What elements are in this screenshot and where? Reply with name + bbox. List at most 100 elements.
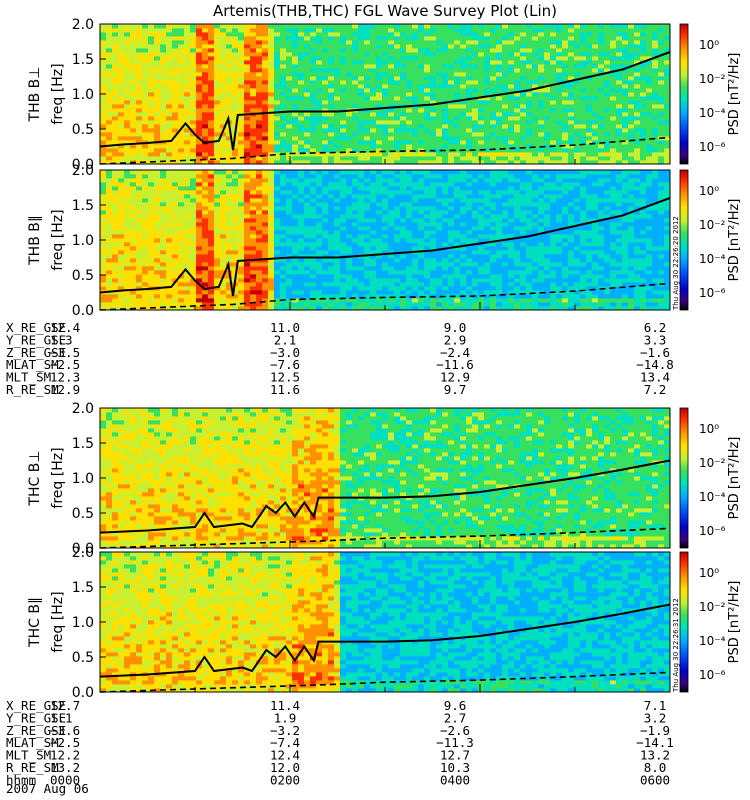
heatmap-cell [502, 28, 509, 33]
heatmap-cell [136, 262, 143, 267]
heatmap-cell [100, 28, 107, 33]
heatmap-cell [538, 104, 545, 109]
heatmap-cell [262, 294, 269, 299]
heatmap-cell [598, 156, 605, 161]
heatmap-cell [346, 274, 353, 279]
heatmap-cell [478, 140, 485, 145]
heatmap-cell [502, 160, 509, 165]
heatmap-cell [538, 24, 545, 29]
heatmap-cell [262, 76, 269, 81]
heatmap-cell [370, 132, 377, 137]
heatmap-cell [160, 152, 167, 157]
heatmap-cell [658, 48, 665, 53]
heatmap-cell [106, 294, 113, 299]
heatmap-cell [214, 84, 221, 89]
heatmap-cell [394, 68, 401, 73]
heatmap-cell [610, 104, 617, 109]
heatmap-cell [610, 76, 617, 81]
heatmap-cell [202, 60, 209, 65]
heatmap-cell [532, 32, 539, 37]
heatmap-cell [244, 254, 251, 259]
heatmap-cell [328, 262, 335, 267]
heatmap-cell [334, 198, 341, 203]
heatmap-cell [484, 128, 491, 133]
heatmap-cell [190, 226, 197, 231]
heatmap-cell [664, 84, 671, 89]
heatmap-cell [166, 242, 173, 247]
heatmap-cell [280, 112, 287, 117]
heatmap-cell [232, 92, 239, 97]
heatmap-cell [214, 214, 221, 219]
heatmap-cell [484, 92, 491, 97]
heatmap-cell [544, 128, 551, 133]
heatmap-cell [214, 258, 221, 263]
heatmap-cell [292, 182, 299, 187]
heatmap-cell [208, 124, 215, 129]
heatmap-cell [208, 306, 215, 311]
heatmap-cell [172, 222, 179, 227]
heatmap-cell [262, 226, 269, 231]
heatmap-cell [364, 156, 371, 161]
heatmap-cell [610, 64, 617, 69]
heatmap-cell [526, 156, 533, 161]
heatmap-cell [298, 152, 305, 157]
heatmap-cell [640, 52, 647, 57]
heatmap-cell [628, 120, 635, 125]
heatmap-cell [262, 182, 269, 187]
heatmap-cell [418, 56, 425, 61]
heatmap-cell [310, 156, 317, 161]
heatmap-cell [352, 190, 359, 195]
heatmap-cell [304, 226, 311, 231]
heatmap-cell [160, 214, 167, 219]
heatmap-cell [100, 44, 107, 49]
heatmap-cell [334, 262, 341, 267]
heatmap-cell [220, 100, 227, 105]
heatmap-cell [136, 282, 143, 287]
heatmap-cell [466, 132, 473, 137]
heatmap-cell [160, 144, 167, 149]
heatmap-cell [472, 108, 479, 113]
heatmap-cell [208, 206, 215, 211]
heatmap-cell [316, 116, 323, 121]
heatmap-cell [310, 76, 317, 81]
heatmap-cell [106, 194, 113, 199]
heatmap-cell [316, 76, 323, 81]
heatmap-cell [298, 148, 305, 153]
heatmap-cell [370, 234, 377, 239]
heatmap-cell [466, 92, 473, 97]
heatmap-cell [478, 68, 485, 73]
heatmap-cell [112, 48, 119, 53]
heatmap-cell [286, 144, 293, 149]
heatmap-cell [292, 24, 299, 29]
heatmap-cell [346, 156, 353, 161]
heatmap-cell [286, 104, 293, 109]
heatmap-cell [292, 124, 299, 129]
heatmap-cell [238, 108, 245, 113]
heatmap-cell [328, 96, 335, 101]
heatmap-cell [328, 202, 335, 207]
heatmap-cell [262, 290, 269, 295]
heatmap-cell [166, 108, 173, 113]
heatmap-cell [508, 148, 515, 153]
heatmap-cell [220, 210, 227, 215]
heatmap-cell [298, 24, 305, 29]
heatmap-cell [334, 132, 341, 137]
heatmap-cell [178, 194, 185, 199]
heatmap-cell [520, 48, 527, 53]
heatmap-cell [154, 258, 161, 263]
heatmap-cell [322, 148, 329, 153]
heatmap-cell [400, 84, 407, 89]
heatmap-cell [118, 160, 125, 165]
heatmap-cell [322, 262, 329, 267]
heatmap-cell [496, 32, 503, 37]
heatmap-cell [328, 92, 335, 97]
heatmap-cell [208, 48, 215, 53]
heatmap-cell [634, 60, 641, 65]
heatmap-cell [166, 226, 173, 231]
heatmap-cell [622, 100, 629, 105]
heatmap-cell [472, 116, 479, 121]
heatmap-cell [118, 84, 125, 89]
heatmap-cell [352, 52, 359, 57]
heatmap-cell [190, 24, 197, 29]
heatmap-cell [226, 294, 233, 299]
